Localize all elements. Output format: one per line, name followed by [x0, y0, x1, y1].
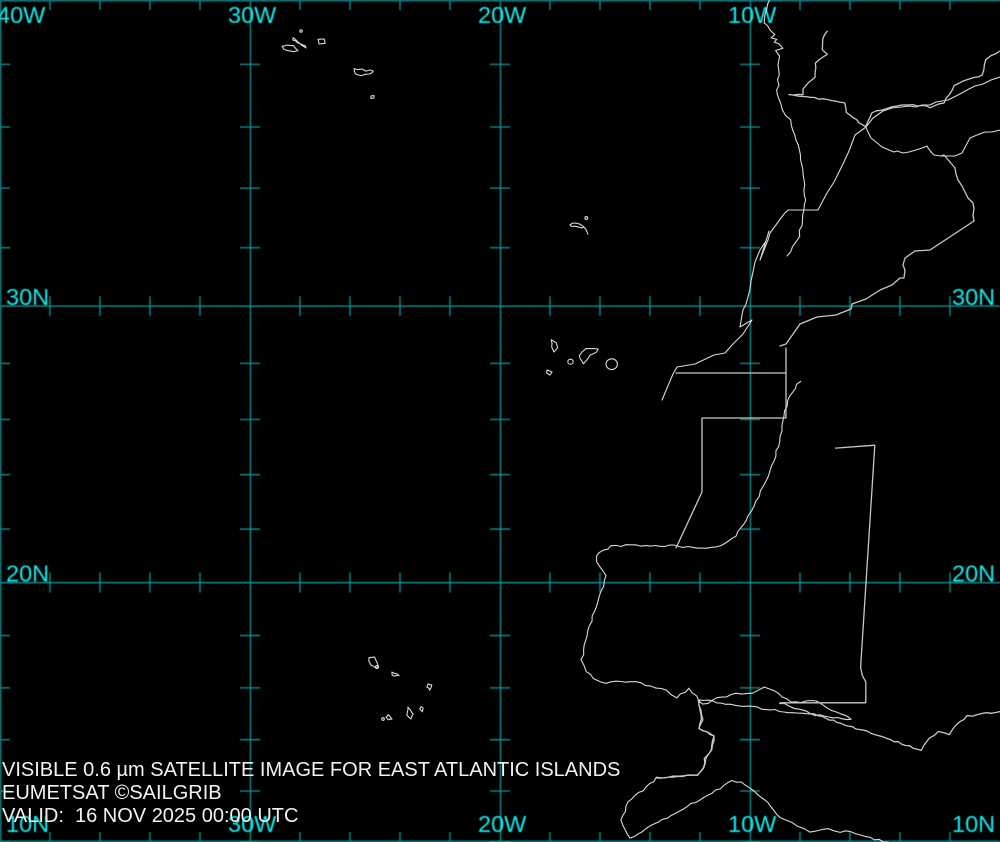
svg-text:20N: 20N [952, 561, 995, 587]
svg-text:30N: 30N [952, 284, 995, 310]
svg-text:10N: 10N [952, 811, 995, 837]
svg-text:10W: 10W [728, 2, 777, 28]
svg-text:30N: 30N [6, 284, 49, 310]
svg-text:40W: 40W [0, 2, 46, 28]
svg-text:30W: 30W [228, 2, 277, 28]
svg-text:20N: 20N [6, 561, 49, 587]
svg-text:20W: 20W [478, 2, 527, 28]
svg-text:10W: 10W [728, 811, 777, 837]
